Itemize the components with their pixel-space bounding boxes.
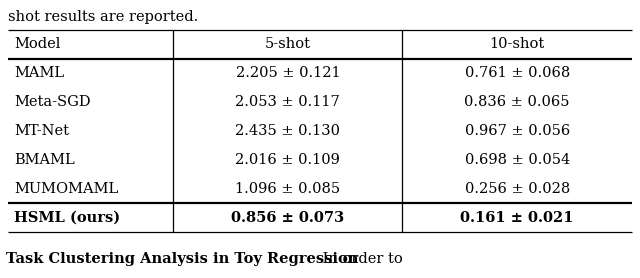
Text: 1.096 ± 0.085: 1.096 ± 0.085: [236, 182, 340, 196]
Text: Meta-SGD: Meta-SGD: [14, 95, 91, 109]
Text: BMAML: BMAML: [14, 153, 75, 167]
Text: 2.435 ± 0.130: 2.435 ± 0.130: [236, 124, 340, 138]
Text: 2.053 ± 0.117: 2.053 ± 0.117: [236, 95, 340, 109]
Text: 0.761 ± 0.068: 0.761 ± 0.068: [465, 66, 570, 80]
Text: 5-shot: 5-shot: [265, 38, 311, 51]
Text: 2.205 ± 0.121: 2.205 ± 0.121: [236, 66, 340, 80]
Text: 0.836 ± 0.065: 0.836 ± 0.065: [465, 95, 570, 109]
Text: 0.161 ± 0.021: 0.161 ± 0.021: [460, 210, 574, 225]
Text: 0.967 ± 0.056: 0.967 ± 0.056: [465, 124, 570, 138]
Text: 10-shot: 10-shot: [490, 38, 545, 51]
Text: shot results are reported.: shot results are reported.: [8, 10, 198, 24]
Text: Task Clustering Analysis in Toy Regression: Task Clustering Analysis in Toy Regressi…: [6, 252, 358, 266]
Text: 0.856 ± 0.073: 0.856 ± 0.073: [231, 210, 344, 225]
Text: Model: Model: [14, 38, 60, 51]
Text: MUMOMAML: MUMOMAML: [14, 182, 118, 196]
Text: 0.256 ± 0.028: 0.256 ± 0.028: [465, 182, 570, 196]
Text: 2.016 ± 0.109: 2.016 ± 0.109: [236, 153, 340, 167]
Text: MAML: MAML: [14, 66, 64, 80]
Text: In order to: In order to: [318, 252, 403, 266]
Text: MT-Net: MT-Net: [14, 124, 69, 138]
Text: HSML (ours): HSML (ours): [14, 210, 120, 225]
Text: 0.698 ± 0.054: 0.698 ± 0.054: [465, 153, 570, 167]
